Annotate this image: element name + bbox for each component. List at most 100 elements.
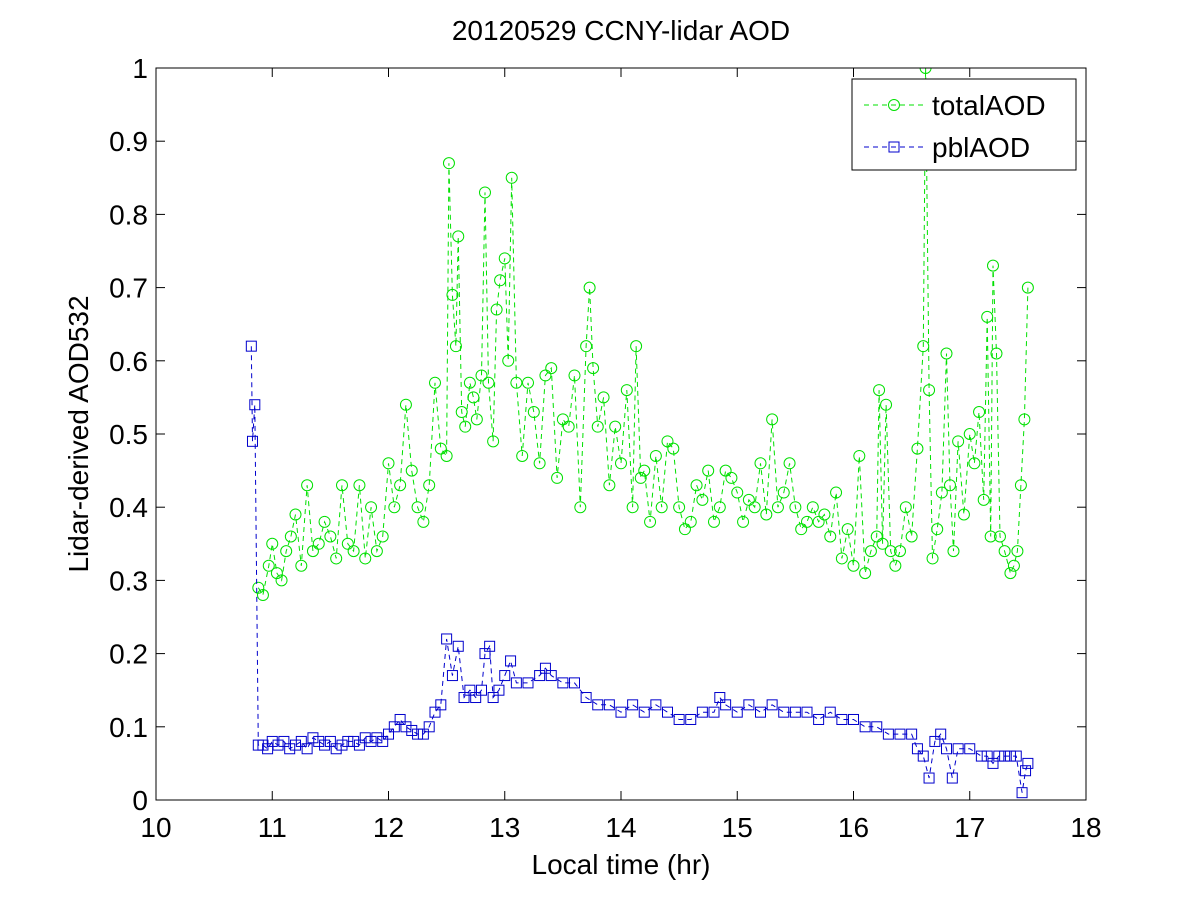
- data-point-totalAOD: [478, 186, 491, 199]
- data-point-totalAOD: [748, 501, 761, 514]
- data-point-pblAOD: [470, 692, 482, 704]
- data-point-pblAOD: [708, 706, 720, 718]
- data-point-pblAOD: [246, 435, 258, 447]
- data-point-totalAOD: [847, 559, 860, 572]
- data-point-pblAOD: [917, 750, 929, 762]
- data-point-pblAOD: [484, 640, 496, 652]
- plot-area: [156, 68, 1086, 800]
- data-point-totalAOD: [440, 449, 453, 462]
- data-point-totalAOD: [973, 406, 986, 419]
- x-tick-label: 10: [140, 812, 171, 843]
- data-point-pblAOD: [941, 743, 952, 755]
- data-point-totalAOD: [806, 501, 819, 514]
- data-point-totalAOD: [365, 501, 378, 514]
- data-point-totalAOD: [963, 428, 976, 440]
- data-point-totalAOD: [998, 545, 1011, 558]
- data-point-pblAOD: [394, 713, 406, 725]
- data-point-totalAOD: [405, 464, 418, 477]
- data-point-totalAOD: [324, 530, 337, 543]
- data-point-pblAOD: [313, 735, 325, 747]
- data-point-pblAOD: [650, 699, 662, 711]
- data-point-totalAOD: [551, 471, 564, 484]
- data-point-totalAOD: [591, 420, 604, 433]
- chart-title: 20120529 CCNY-lidar AOD: [452, 15, 790, 46]
- data-point-totalAOD: [562, 420, 575, 433]
- data-point-totalAOD: [841, 523, 854, 536]
- data-point-pblAOD: [307, 732, 319, 744]
- data-point-totalAOD: [696, 493, 709, 506]
- data-point-pblAOD: [301, 743, 313, 755]
- data-point-pblAOD: [458, 692, 470, 704]
- data-point-pblAOD: [638, 706, 650, 718]
- data-point-totalAOD: [957, 508, 970, 521]
- data-point-totalAOD: [630, 340, 643, 353]
- data-point-pblAOD: [836, 713, 848, 725]
- data-point-totalAOD: [568, 369, 581, 382]
- data-point-pblAOD: [487, 692, 499, 704]
- ticks-layer: 10 11 12 13 14 15 16 17 18 0 0.1 0.2 0.3 0.4 0.5 0.6 0.7…: [109, 53, 1102, 843]
- data-point-pblAOD: [545, 670, 557, 682]
- data-point-totalAOD: [442, 157, 455, 170]
- data-point-pblAOD: [987, 757, 999, 769]
- data-point-pblAOD: [964, 743, 976, 755]
- data-point-pblAOD: [755, 706, 766, 718]
- data-point-pblAOD: [673, 713, 685, 725]
- data-point-totalAOD: [312, 537, 325, 550]
- data-point-totalAOD: [482, 376, 495, 389]
- data-point-totalAOD: [452, 230, 465, 243]
- data-point-totalAOD: [376, 530, 389, 543]
- data-point-totalAOD: [1021, 281, 1034, 294]
- data-point-totalAOD: [1004, 567, 1017, 580]
- data-point-totalAOD: [870, 530, 883, 543]
- data-point-totalAOD: [801, 515, 813, 528]
- data-point-totalAOD: [940, 347, 953, 360]
- data-point-pblAOD: [499, 670, 511, 682]
- data-point-pblAOD: [319, 739, 331, 751]
- data-point-totalAOD: [905, 530, 918, 543]
- data-point-totalAOD: [771, 501, 784, 514]
- data-point-pblAOD: [348, 735, 360, 747]
- data-point-totalAOD: [475, 369, 488, 382]
- data-point-totalAOD: [673, 501, 686, 514]
- data-point-totalAOD: [580, 340, 593, 353]
- legend-box: [851, 78, 1077, 171]
- data-point-totalAOD: [644, 515, 657, 528]
- data-point-pblAOD: [766, 699, 778, 711]
- data-point-totalAOD: [347, 545, 360, 558]
- data-point-totalAOD: [459, 420, 472, 433]
- data-point-pblAOD: [406, 724, 418, 736]
- data-point-totalAOD: [446, 288, 459, 301]
- data-point-pblAOD: [882, 728, 894, 740]
- data-point-totalAOD: [266, 537, 279, 550]
- data-point-pblAOD: [859, 721, 871, 733]
- y-tick-label: 0.3: [109, 565, 148, 596]
- data-point-totalAOD: [947, 545, 960, 558]
- data-point-totalAOD: [812, 515, 825, 528]
- data-point-totalAOD: [252, 581, 265, 594]
- data-point-pblAOD: [539, 662, 551, 674]
- series-line-totalAOD: [257, 68, 1029, 597]
- data-point-pblAOD: [824, 706, 836, 718]
- data-point-pblAOD: [603, 699, 615, 711]
- data-point-pblAOD: [266, 735, 278, 747]
- data-point-totalAOD: [583, 281, 596, 294]
- data-point-totalAOD: [455, 406, 468, 419]
- data-point-totalAOD: [262, 559, 275, 572]
- data-point-totalAOD: [1014, 479, 1027, 492]
- x-tick-label: 17: [954, 812, 985, 843]
- data-point-pblAOD: [383, 728, 394, 740]
- x-tick-label: 13: [489, 812, 520, 843]
- data-point-pblAOD: [423, 721, 435, 733]
- data-point-pblAOD: [911, 743, 923, 755]
- data-point-pblAOD: [522, 677, 534, 689]
- data-point-totalAOD: [306, 545, 319, 558]
- data-point-pblAOD: [342, 735, 354, 747]
- y-tick-label: 0.7: [109, 273, 148, 304]
- data-point-totalAOD: [968, 457, 981, 470]
- data-point-pblAOD: [412, 728, 424, 740]
- data-point-totalAOD: [880, 398, 893, 411]
- data-point-pblAOD: [429, 706, 441, 718]
- y-tick-label: 1: [132, 53, 148, 84]
- data-point-pblAOD: [417, 728, 429, 740]
